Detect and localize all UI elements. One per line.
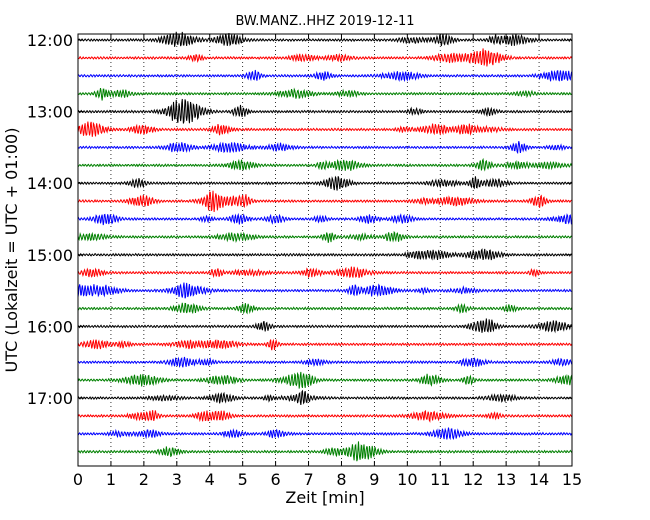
x-tick-label-12: 12	[463, 470, 483, 489]
trace-3	[77, 87, 573, 101]
trace-4	[77, 98, 573, 124]
x-tick-label-5: 5	[238, 470, 248, 489]
x-axis-label: Zeit [min]	[285, 488, 364, 507]
x-tick-label-3: 3	[172, 470, 182, 489]
y-axis-label: UTC (Lokalzeit = UTC + 01:00)	[2, 128, 21, 373]
x-tick-label-13: 13	[496, 470, 516, 489]
trace-0	[77, 31, 573, 47]
trace-2	[77, 69, 573, 83]
y-tick-label-5: 17:00	[27, 389, 73, 408]
grid-lines	[110, 34, 540, 466]
trace-19	[77, 371, 573, 389]
trace-22	[77, 427, 573, 441]
trace-20	[77, 389, 573, 406]
x-tick-label-2: 2	[139, 470, 149, 489]
x-tick-label-15: 15	[562, 470, 582, 489]
trace-9	[77, 190, 573, 212]
y-tick-label-1: 13:00	[27, 103, 73, 122]
trace-11	[77, 230, 573, 244]
x-axis-ticks: 0 1 2 3 4 5 6 7 8 9 10 11 12 13 14 15	[73, 34, 582, 489]
x-tick-label-4: 4	[205, 470, 215, 489]
trace-21	[77, 409, 573, 423]
trace-23	[77, 441, 573, 462]
y-tick-label-3: 15:00	[27, 246, 73, 265]
trace-12	[77, 248, 573, 261]
trace-7	[77, 157, 573, 172]
seismic-traces	[77, 31, 573, 462]
trace-15	[77, 302, 573, 315]
x-tick-label-6: 6	[271, 470, 281, 489]
x-tick-label-0: 0	[73, 470, 83, 489]
trace-14	[77, 282, 573, 299]
trace-10	[77, 212, 573, 226]
x-tick-label-8: 8	[336, 470, 346, 489]
plot-frame	[77, 33, 573, 467]
trace-6	[77, 141, 573, 155]
x-tick-label-11: 11	[430, 470, 450, 489]
y-tick-label-0: 12:00	[27, 31, 73, 50]
trace-1	[77, 48, 573, 67]
trace-13	[77, 266, 573, 279]
x-tick-label-9: 9	[369, 470, 379, 489]
trace-5	[77, 121, 573, 137]
trace-17	[77, 338, 573, 351]
x-tick-label-14: 14	[529, 470, 549, 489]
x-tick-label-1: 1	[106, 470, 116, 489]
trace-8	[77, 175, 573, 191]
x-tick-label-10: 10	[397, 470, 417, 489]
y-tick-label-2: 14:00	[27, 174, 73, 193]
trace-18	[77, 356, 573, 369]
x-tick-label-7: 7	[303, 470, 313, 489]
y-tick-label-4: 16:00	[27, 317, 73, 336]
chart-title: BW.MANZ..HHZ 2019-12-11	[235, 14, 414, 29]
trace-16	[77, 318, 573, 334]
y-axis-ticks: 12:00 13:00 14:00 15:00 16:00 17:00	[27, 31, 572, 408]
